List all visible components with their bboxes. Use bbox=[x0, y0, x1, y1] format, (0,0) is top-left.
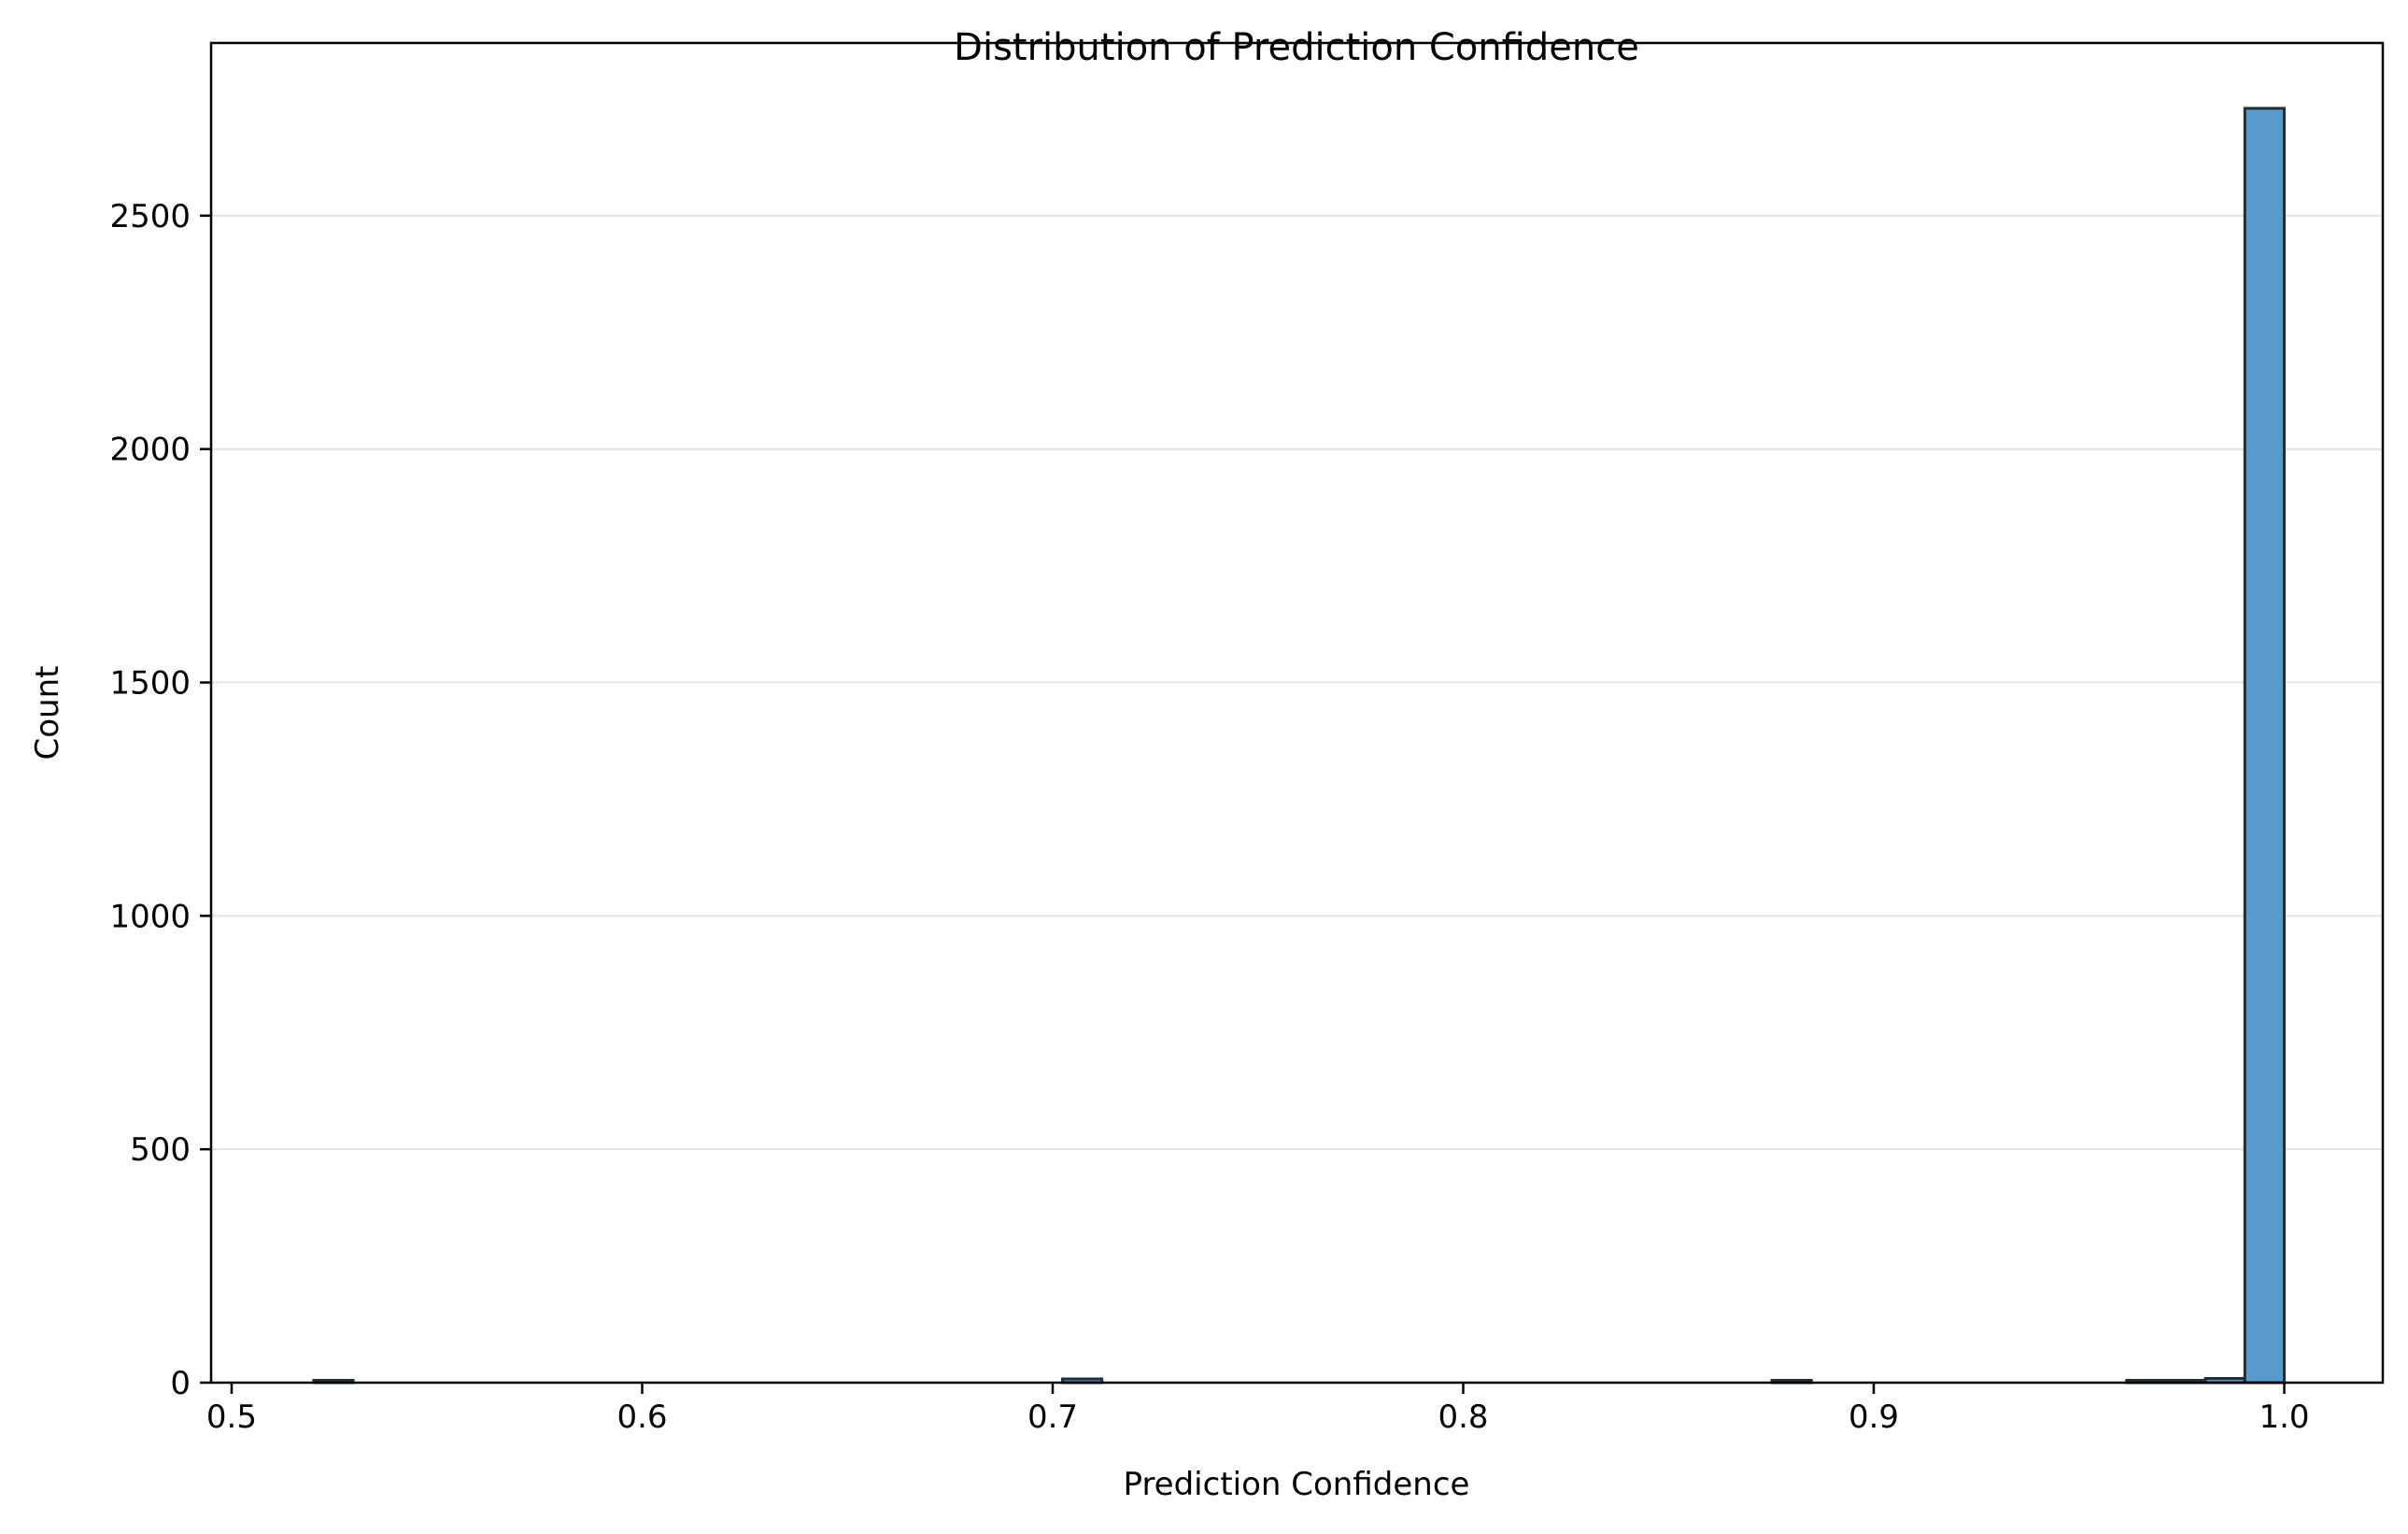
plot-frame bbox=[209, 41, 2385, 1385]
grid-lines bbox=[211, 214, 2383, 1151]
histogram-bars bbox=[312, 107, 2287, 1385]
chart-title: Distribution of Prediction Confidence bbox=[954, 26, 1639, 69]
x-tick-label-5: 1.0 bbox=[2259, 1399, 2309, 1436]
y-tick-label-0: 0 bbox=[170, 1365, 191, 1402]
y-tick-label-2: 1000 bbox=[109, 898, 191, 935]
y-tick-label-4: 2000 bbox=[109, 432, 191, 469]
y-tick-label-3: 1500 bbox=[109, 665, 191, 703]
y-tick-label-1: 500 bbox=[130, 1131, 191, 1169]
x-axis-label: Prediction Confidence bbox=[1124, 1466, 1470, 1503]
x-tick-label-2: 0.7 bbox=[1027, 1399, 1078, 1436]
x-axis-ticks: 0.5 0.6 0.7 0.8 0.9 1.0 bbox=[206, 1383, 2310, 1436]
histogram-bar-6 bbox=[2243, 107, 2287, 1385]
x-tick-label-3: 0.8 bbox=[1438, 1399, 1488, 1436]
y-axis-ticks: 0 500 1000 1500 2000 2500 bbox=[109, 198, 211, 1402]
y-axis-label: Count bbox=[29, 666, 66, 760]
x-tick-label-4: 0.9 bbox=[1848, 1399, 1899, 1436]
x-tick-label-1: 0.6 bbox=[616, 1399, 667, 1436]
y-tick-label-5: 2500 bbox=[109, 198, 191, 235]
x-tick-label-0: 0.5 bbox=[206, 1399, 257, 1436]
